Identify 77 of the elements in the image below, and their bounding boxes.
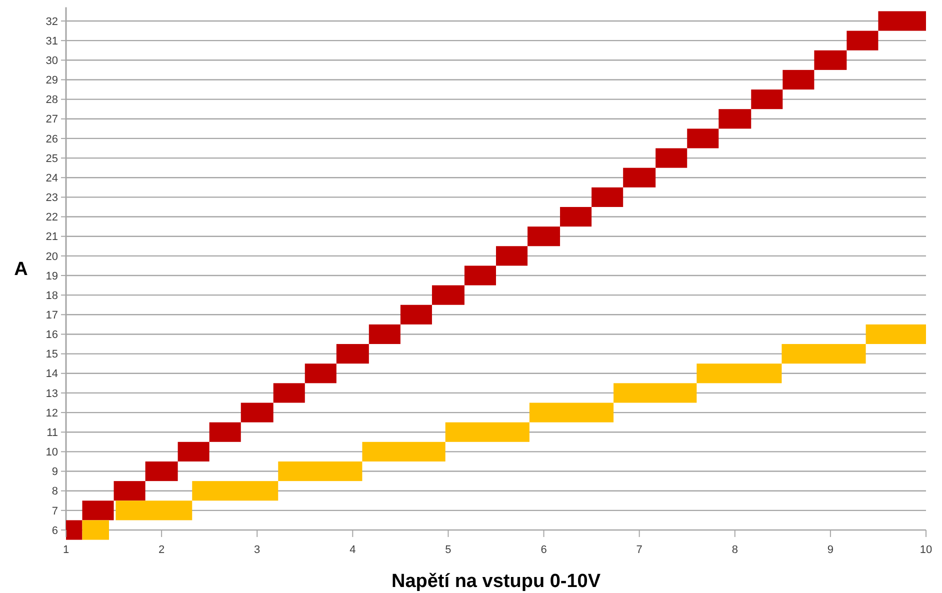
bar [66,520,82,540]
y-tick-label: 9 [52,466,58,478]
bar [592,187,624,207]
bar [82,520,109,540]
y-tick-label: 16 [46,329,58,342]
bar [782,70,814,90]
y-tick-label: 19 [46,270,58,282]
y-tick-label: 27 [46,114,58,126]
bar [445,422,530,442]
y-tick-label: 6 [52,524,58,537]
y-axis-title: A [14,259,28,280]
bar [878,11,926,31]
bar [368,324,400,344]
y-tick-label: 8 [52,486,58,498]
bar [114,481,146,501]
y-tick-label: 12 [46,407,58,420]
y-tick-label: 20 [46,250,58,263]
y-tick-label: 22 [46,212,58,224]
x-tick-label: 9 [827,544,834,556]
bar [145,461,178,482]
y-tick-label: 17 [46,310,58,322]
bar [623,168,656,188]
x-tick-label: 6 [540,544,547,556]
y-tick-label: 29 [46,74,58,87]
y-tick-label: 21 [46,231,58,244]
bar [192,481,278,501]
bar [529,402,614,422]
bar [560,206,592,227]
bar [528,226,560,246]
y-tick-label: 31 [46,35,58,48]
x-axis-title: Napětí na vstupu 0-10V [391,571,601,592]
y-tick-label: 32 [46,16,58,28]
bar [278,461,362,482]
y-tick-label: 18 [46,290,58,302]
bar [400,304,432,324]
y-tick-label: 30 [46,55,58,68]
bar [656,148,688,168]
bar [209,422,241,442]
y-tick-label: 24 [46,172,58,184]
x-tick-label: 7 [636,544,642,556]
bar [718,109,752,129]
bar [696,364,782,384]
y-tick-label: 23 [46,192,58,204]
bar [273,383,305,403]
bar [178,442,210,462]
x-tick-label: 5 [445,544,452,556]
y-tick-label: 26 [46,133,58,146]
y-tick-label: 15 [46,348,58,361]
x-tick-label: 2 [158,544,165,556]
bar [116,500,192,520]
y-tick-label: 13 [46,388,58,400]
bar [240,402,274,422]
bar [782,344,866,364]
y-tick-label: 11 [46,426,58,439]
bar [751,90,783,110]
bar [362,442,446,462]
x-tick-label: 10 [920,544,932,556]
bar [496,246,528,266]
y-tick-label: 28 [46,94,58,106]
bar [614,383,697,403]
bar [432,285,464,305]
bar [866,324,926,344]
bar [304,364,336,384]
y-tick-label: 7 [52,505,58,518]
x-tick-label: 1 [62,544,70,556]
y-tick-label: 25 [46,152,58,165]
bar [336,344,369,364]
x-tick-label: 8 [732,544,738,556]
y-tick-label: 14 [46,368,58,380]
y-tick-label: 10 [46,446,58,459]
bar [464,266,496,286]
bar [814,50,847,70]
bar [687,128,719,148]
x-tick-label: 4 [350,544,356,556]
bar [82,500,114,520]
x-tick-label: 3 [254,544,260,556]
bar [846,30,878,50]
